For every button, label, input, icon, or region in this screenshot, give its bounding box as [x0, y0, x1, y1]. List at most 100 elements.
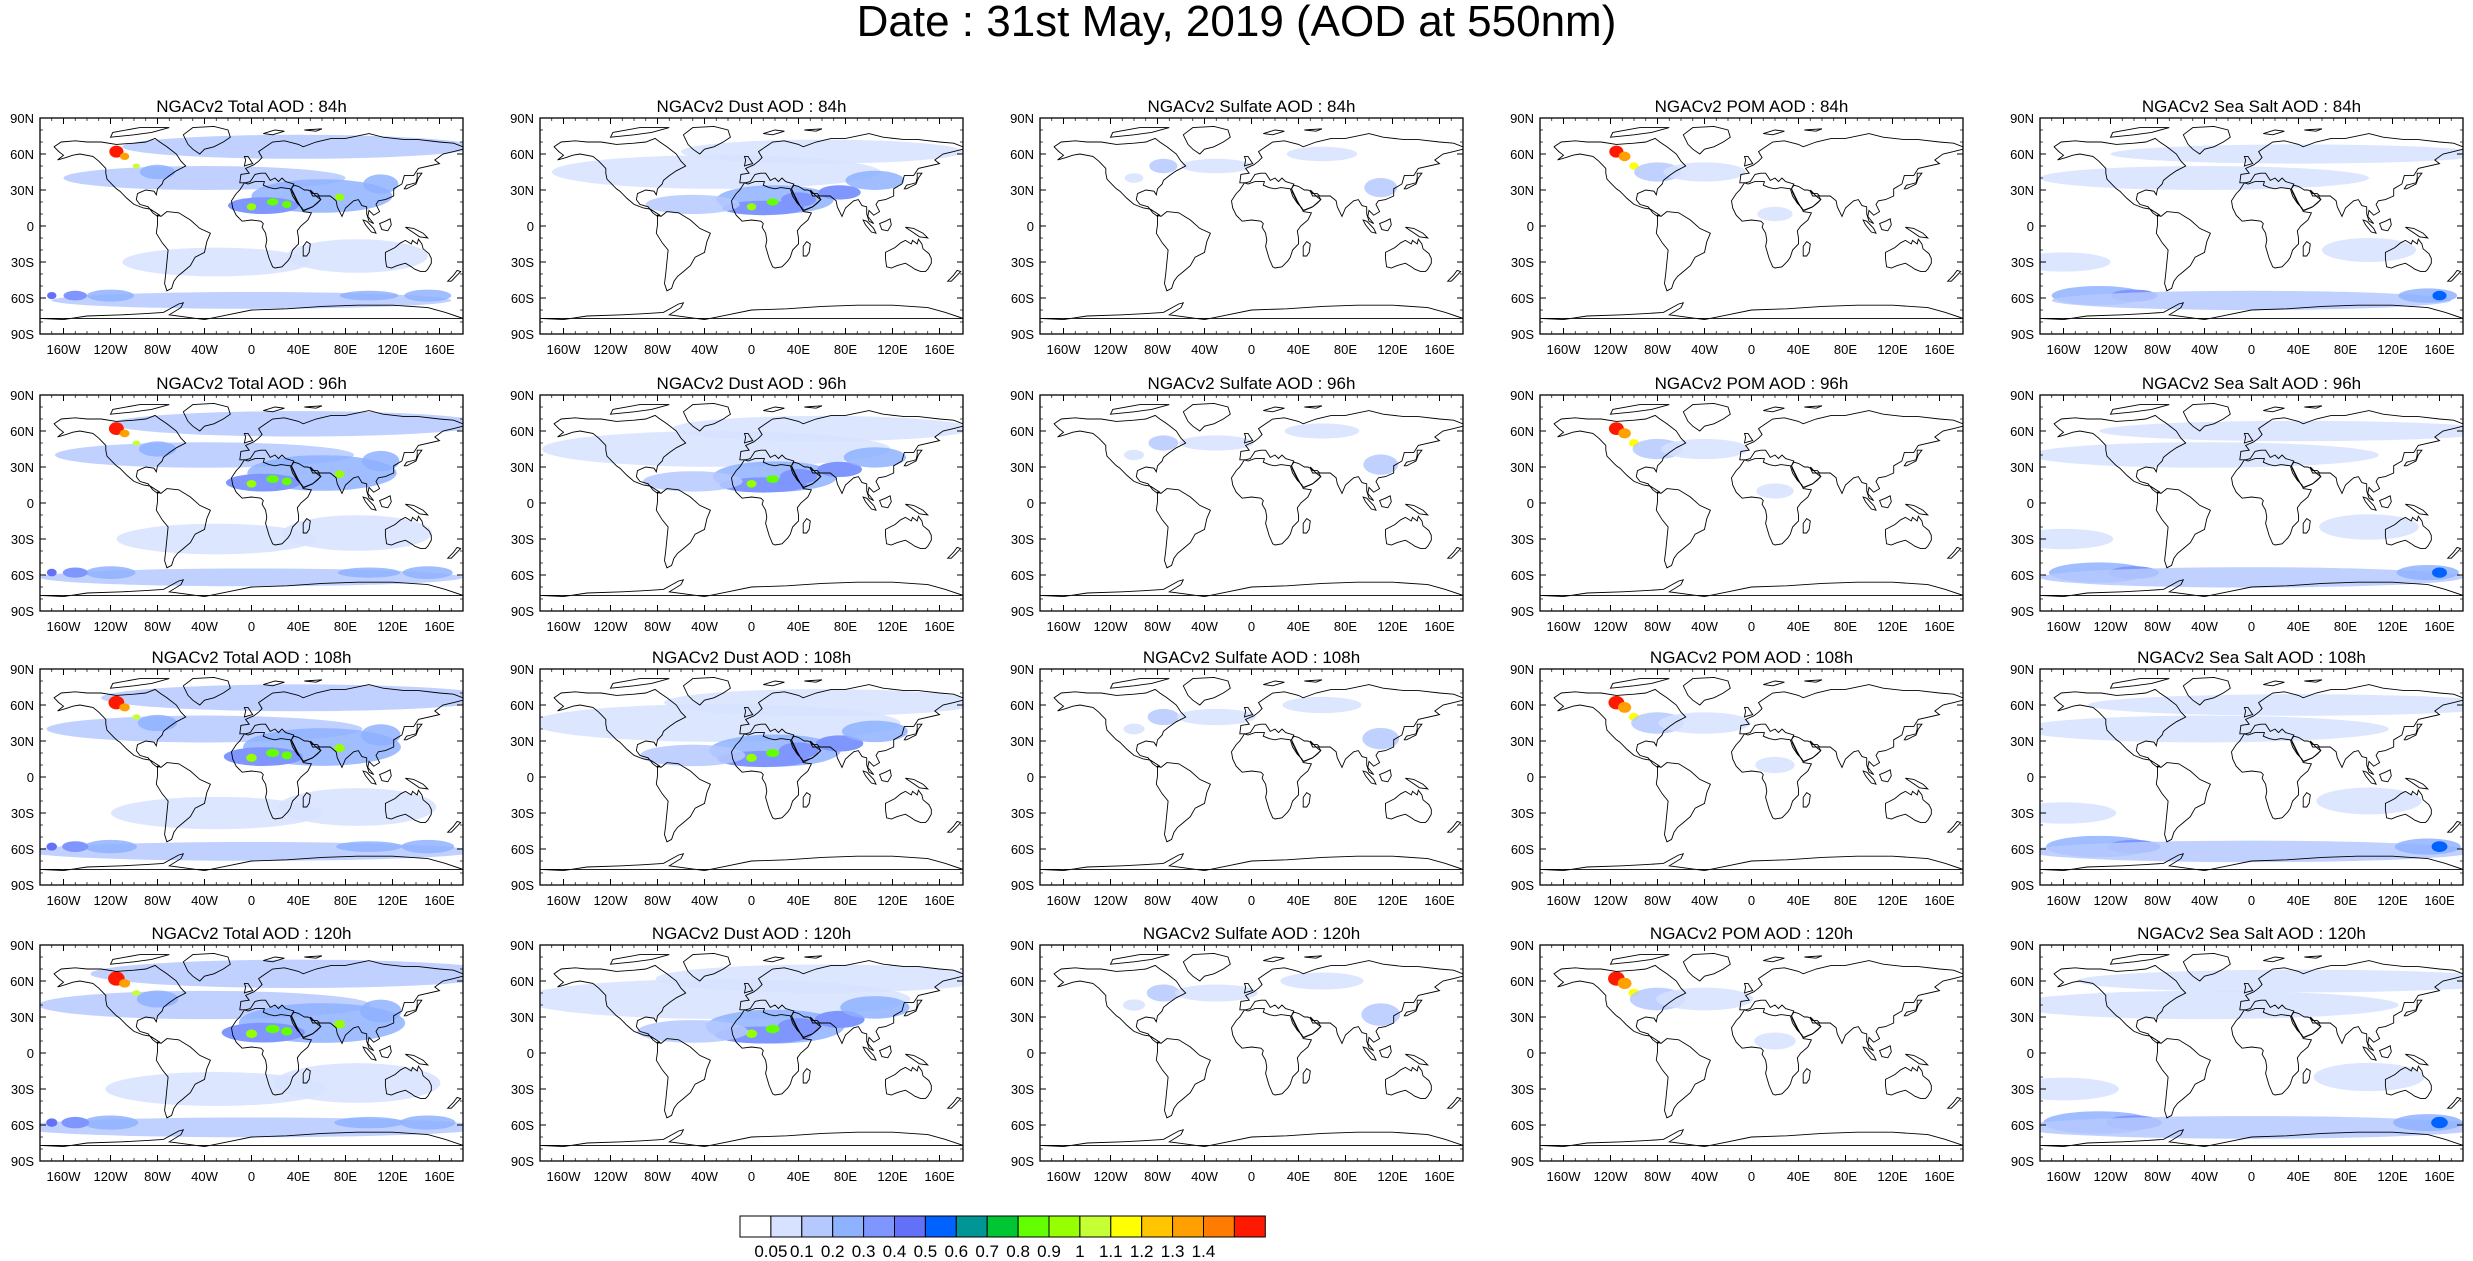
aod-field: [2040, 969, 2463, 1139]
lat-tick-label: 60S: [1011, 1118, 1034, 1133]
coastline: [731, 1008, 813, 1096]
lon-tick-label: 40W: [2191, 1169, 2218, 1184]
coastline: [1053, 137, 1187, 217]
lat-tick-label: 30S: [11, 1082, 34, 1097]
coastline: [540, 1129, 963, 1148]
coastline: [1231, 1008, 1313, 1096]
lon-tick-label: 120E: [2377, 619, 2408, 634]
coastline: [53, 964, 187, 1044]
aod-region: [777, 1018, 820, 1036]
coastline: [682, 125, 731, 155]
lon-tick-label: 160W: [47, 893, 82, 908]
panel-title: NGACv2 Dust AOD : 96h: [657, 374, 847, 393]
coastline: [804, 405, 823, 409]
coastline: [1155, 1038, 1211, 1119]
coastline: [405, 777, 430, 790]
coastline: [553, 688, 687, 768]
lon-tick-label: 80W: [1144, 893, 1171, 908]
map-panel: NGACv2 Sulfate AOD : 108h 90N 60N 30N 0 30S 60…: [1010, 648, 1464, 908]
lat-tick-label: 0: [27, 496, 34, 511]
coastline: [1239, 960, 1463, 1052]
coastline: [790, 1011, 822, 1038]
coastline: [1385, 515, 1432, 550]
lon-tick-label: 120W: [2094, 893, 2129, 908]
aod-region: [2040, 715, 2389, 743]
panel-title: NGACv2 Sea Salt AOD : 120h: [2137, 924, 2366, 943]
coastlines: [40, 402, 463, 598]
coastline: [2231, 181, 2313, 269]
aod-region: [46, 568, 57, 577]
coastline: [2243, 155, 2254, 167]
lat-tick-label: 30S: [1011, 255, 1034, 270]
coastlines: [2040, 125, 2463, 321]
coastline: [1040, 853, 1463, 872]
lat-tick-label: 90S: [1011, 1154, 1034, 1169]
lon-tick-label: 80E: [1834, 619, 1857, 634]
lat-tick-label: 60N: [10, 147, 34, 162]
coastline: [1405, 503, 1430, 516]
coastline: [155, 488, 211, 569]
coastline: [1682, 952, 1731, 982]
lon-tick-label: 40E: [1787, 893, 1810, 908]
coastline: [1731, 181, 1813, 269]
coastline: [302, 240, 311, 257]
aod-region: [139, 164, 176, 180]
aod-region: [2398, 288, 2458, 303]
colorbar-box: [1172, 1215, 1204, 1238]
lon-tick-label: 80E: [834, 1169, 857, 1184]
coastline: [1379, 1045, 1392, 1059]
coastline: [743, 432, 754, 444]
lon-tick-label: 40E: [1287, 1169, 1310, 1184]
coastline: [1879, 495, 1892, 509]
coastline: [362, 770, 377, 785]
coastline: [2053, 964, 2187, 1044]
coastline: [802, 791, 811, 808]
aod-region: [265, 1024, 280, 1034]
lon-tick-label: 0: [2248, 619, 2255, 634]
lon-tick-label: 120W: [594, 342, 629, 357]
lat-tick-label: 60N: [1010, 698, 1034, 713]
coastline: [609, 127, 670, 138]
lat-tick-label: 60N: [1510, 424, 1534, 439]
coastline: [763, 956, 785, 963]
coastline: [403, 172, 423, 190]
aod-region: [779, 468, 818, 485]
map-panel: NGACv2 Sulfate AOD : 120h 90N 60N 30N 0 30S 60…: [1010, 924, 1464, 1184]
colorbar-label: 1.3: [1161, 1242, 1185, 1261]
colorbar-box: [1079, 1215, 1112, 1238]
lon-tick-label: 40W: [1691, 1169, 1718, 1184]
aod-region: [109, 145, 124, 158]
lon-tick-label: 0: [748, 342, 755, 357]
coastlines: [540, 676, 963, 872]
aod-region: [401, 839, 455, 854]
lon-tick-label: 160W: [2047, 342, 2082, 357]
coastline: [2231, 458, 2313, 546]
lon-tick-label: 40W: [2191, 342, 2218, 357]
coastline: [1403, 723, 1423, 741]
aod-region: [1755, 756, 1795, 774]
colorbar-box: [1141, 1215, 1174, 1238]
lon-tick-label: 160E: [924, 1169, 955, 1184]
lon-tick-label: 80E: [1334, 619, 1357, 634]
aod-region: [2396, 564, 2459, 581]
panel-frame: [1039, 944, 1464, 1162]
coastline: [1263, 406, 1285, 413]
coastline: [2243, 432, 2254, 444]
aod-region: [281, 477, 292, 486]
lat-tick-label: 90N: [1010, 662, 1034, 677]
coastline: [40, 1129, 463, 1148]
lon-tick-label: 120W: [594, 893, 629, 908]
colorbar-label: 1.4: [1192, 1242, 1216, 1261]
coastline: [2405, 226, 2430, 239]
lon-tick-label: 160E: [2424, 893, 2455, 908]
lat-tick-label: 90N: [1510, 938, 1534, 953]
coastline: [1879, 769, 1892, 783]
lon-tick-label: 120W: [94, 1169, 129, 1184]
coastline: [1263, 680, 1285, 687]
coastline: [862, 770, 877, 785]
lat-tick-label: 30N: [1510, 1010, 1534, 1025]
lon-tick-label: 0: [1748, 1169, 1755, 1184]
lat-tick-label: 0: [1027, 770, 1034, 785]
lon-tick-label: 80W: [1644, 893, 1671, 908]
